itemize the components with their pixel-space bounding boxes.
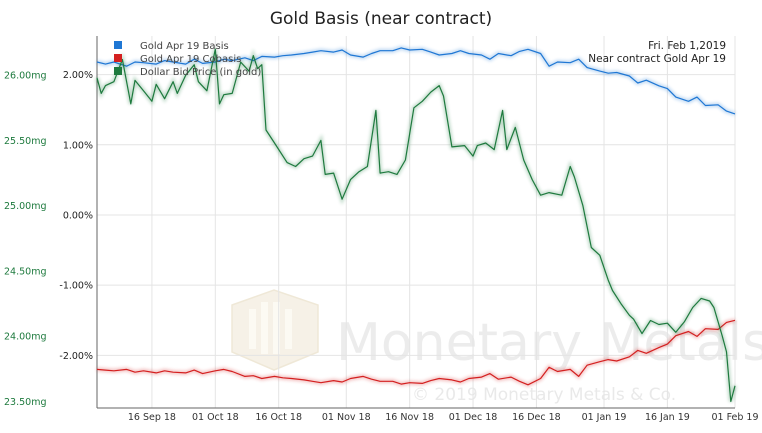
series-line (96, 48, 736, 403)
x-tick-label: 01 Oct 18 (192, 412, 239, 423)
watermark-brand: Monetary Metals (336, 313, 762, 373)
right-axis-tick-label: 2.00% (63, 70, 93, 81)
left-axis-tick-label: 26.00mg (4, 71, 46, 82)
series-layer (95, 45, 737, 403)
x-tick-label: 16 Nov 18 (385, 412, 434, 423)
x-tick-label: 01 Jan 19 (582, 412, 627, 423)
left-axis-tick-label: 24.00mg (4, 332, 46, 343)
legend-swatch (114, 41, 122, 49)
series-1 (96, 318, 736, 387)
legend-swatch (114, 67, 122, 75)
left-axis-tick-label: 23.50mg (4, 397, 46, 408)
x-tick-label: 01 Dec 18 (449, 412, 498, 423)
axes: 16 Sep 18 01 Oct 18 16 Oct 18 01 Nov 18 16 N… (4, 36, 759, 423)
legend-label: Gold Apr 19 Cobasis (140, 54, 241, 65)
right-axis-tick-label: 0.00% (63, 210, 93, 221)
x-tick-label: 16 Dec 18 (512, 412, 561, 423)
watermark: Monetary Metals © 2019 Monetary Metals &… (231, 289, 762, 405)
series-line (96, 319, 736, 386)
series-0 (96, 45, 736, 116)
watermark-copyright: © 2019 Monetary Metals & Co. (412, 385, 676, 405)
x-tick-label: 16 Jan 19 (645, 412, 690, 423)
info-date: Fri. Feb 1,2019 (648, 40, 726, 52)
x-tick-label: 01 Feb 19 (711, 412, 758, 423)
info-contract: Near contract Gold Apr 19 (588, 53, 726, 65)
right-axis-tick-label: -1.00% (59, 281, 93, 292)
left-axis-tick-label: 24.50mg (4, 266, 46, 277)
legend: Gold Apr 19 Basis Gold Apr 19 Cobasis Doll… (114, 41, 261, 78)
legend-label: Gold Apr 19 Basis (140, 41, 229, 52)
series-2 (95, 48, 737, 403)
x-tick-label: 16 Oct 18 (255, 412, 302, 423)
x-tick-label: 01 Nov 18 (322, 412, 371, 423)
series-line (96, 47, 736, 115)
right-axis-tick-label: -2.00% (59, 351, 93, 362)
right-axis-tick-label: 1.00% (63, 140, 93, 151)
gridlines (97, 36, 736, 408)
legend-swatch (114, 54, 122, 62)
left-axis-tick-label: 25.50mg (4, 136, 46, 147)
chart-title: Gold Basis (near contract) (270, 9, 492, 29)
x-tick-label: 16 Sep 18 (128, 412, 176, 423)
left-axis-tick-label: 25.00mg (4, 201, 46, 212)
legend-label: Dollar Bid Price (in gold) (140, 67, 261, 78)
watermark-logo (231, 289, 319, 371)
